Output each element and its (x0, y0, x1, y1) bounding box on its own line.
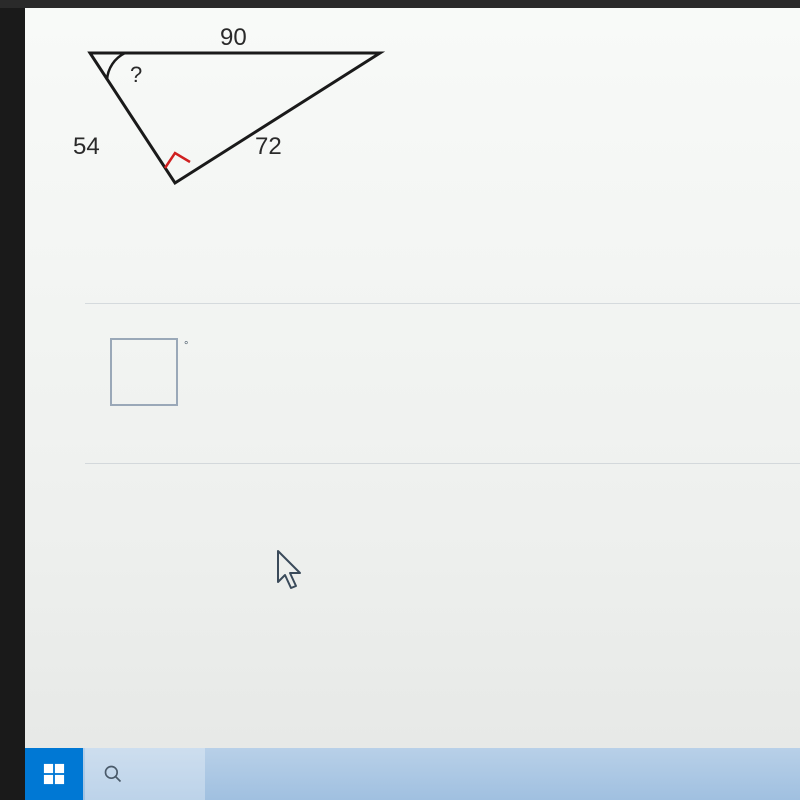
window-left-border (0, 0, 25, 800)
angle-arc (107, 53, 125, 80)
triangle-diagram: 90 54 72 ? (45, 18, 445, 218)
side-left-label: 54 (73, 133, 100, 161)
windows-icon (43, 763, 65, 785)
answer-input-box[interactable] (110, 338, 178, 406)
side-top-label: 90 (220, 24, 247, 52)
answer-input-container: ° (110, 338, 178, 406)
cursor-icon (275, 548, 315, 598)
search-icon (103, 764, 123, 784)
taskbar-search[interactable] (85, 748, 205, 800)
separator-1 (85, 303, 800, 304)
window-top-border (0, 0, 800, 8)
degree-symbol: ° (184, 340, 188, 352)
separator-2 (85, 463, 800, 464)
content-area: 90 54 72 ? ° (25, 8, 800, 800)
start-button[interactable] (25, 748, 83, 800)
taskbar (25, 748, 800, 800)
side-right-label: 72 (255, 133, 282, 161)
right-angle-marker (165, 153, 190, 168)
angle-unknown-label: ? (130, 62, 142, 88)
